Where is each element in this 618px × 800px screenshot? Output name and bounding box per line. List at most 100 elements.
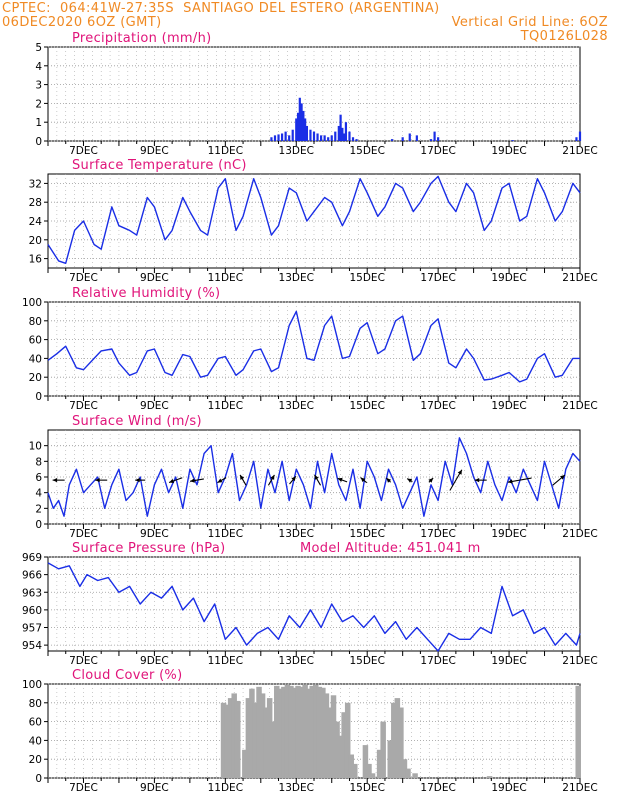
y-tick-label: 0 xyxy=(35,519,42,531)
cloud-cover-bar xyxy=(366,763,372,778)
cloud-cover-bar xyxy=(234,700,241,778)
precipitation-bar xyxy=(341,127,344,141)
y-tick-label: 954 xyxy=(22,640,42,652)
x-tick-label: 17DEC xyxy=(420,782,455,794)
chart-header: CPTEC: 064:41W-27:35S SANTIAGO DEL ESTER… xyxy=(0,0,618,48)
panel-title: Precipitation (mm/h) xyxy=(72,31,211,46)
cloud-cover-bar xyxy=(284,684,291,778)
cloud-cover-bar xyxy=(302,684,308,778)
x-tick-label: 15DEC xyxy=(349,272,384,284)
cloud-cover-bar xyxy=(256,686,262,778)
wind-arrow xyxy=(168,477,183,484)
wind-arrow xyxy=(95,478,108,483)
x-tick-label: 21DEC xyxy=(562,145,597,157)
y-tick-label: 4 xyxy=(35,61,42,73)
wind-arrow xyxy=(314,474,322,486)
cloud-cover-bar xyxy=(334,721,340,778)
x-tick-label: 19DEC xyxy=(491,528,526,540)
wind-arrow xyxy=(406,478,413,483)
cloud-cover-bar xyxy=(252,702,259,778)
precipitation-bar xyxy=(288,135,291,141)
x-tick-label: 9DEC xyxy=(140,782,169,794)
header-location: CPTEC: 064:41W-27:35S SANTIAGO DEL ESTER… xyxy=(2,1,440,16)
cloud-cover-bar xyxy=(281,686,287,778)
precipitation-bar xyxy=(304,118,307,141)
cloud-cover-bar xyxy=(348,754,354,778)
y-tick-label: 20 xyxy=(29,754,42,766)
header-grid-line: Vertical Grid Line: 6OZ xyxy=(451,15,608,30)
x-tick-label: 19DEC xyxy=(491,145,526,157)
y-tick-label: 4 xyxy=(35,488,42,500)
plot-frame xyxy=(47,429,581,525)
precipitation-bar xyxy=(351,137,355,141)
x-tick-label: 7DEC xyxy=(69,272,98,284)
plot-frame xyxy=(47,556,581,652)
y-tick-label: 0 xyxy=(35,773,42,785)
wind-arrow xyxy=(385,477,392,483)
precipitation-bar xyxy=(344,122,348,141)
y-tick-label: 60 xyxy=(29,717,42,729)
precipitation-bar xyxy=(433,131,436,141)
x-tick-label: 21DEC xyxy=(562,782,597,794)
x-tick-label: 13DEC xyxy=(279,272,314,284)
cloud-cover-bar xyxy=(387,740,394,778)
cloud-cover-bar xyxy=(309,685,315,778)
cloud-cover-bar xyxy=(259,693,266,778)
cloud-cover-bar xyxy=(380,721,386,778)
x-tick-label: 19DEC xyxy=(491,272,526,284)
precipitation-bar xyxy=(323,135,326,141)
cloud-cover-bar xyxy=(227,698,234,778)
x-tick-label: 17DEC xyxy=(420,145,455,157)
wind-arrow xyxy=(449,469,463,491)
panel-title: Cloud Cover (%) xyxy=(72,668,182,683)
y-tick-label: 24 xyxy=(29,216,43,228)
precipitation-bar xyxy=(277,134,280,141)
precipitation-bar xyxy=(270,137,273,141)
cloud-cover-bar xyxy=(245,698,252,778)
cloud-cover-bar xyxy=(313,684,319,778)
precipitation-bar xyxy=(330,135,333,141)
panel-humidity: Relative Humidity (%) 0 20 40 60 80 100 7DEC 9DE… xyxy=(22,286,598,412)
cloud-cover-bar xyxy=(277,688,284,778)
y-tick-label: 60 xyxy=(29,335,42,347)
panel-title: Surface Pressure (hPa) xyxy=(72,541,226,556)
x-tick-label: 15DEC xyxy=(349,400,384,412)
y-tick-label: 6 xyxy=(35,472,42,484)
panel-wind: Surface Wind (m/s) 0 2 4 6 8 10 7DEC 9DEC 11DEC 13… xyxy=(29,414,598,540)
cloud-cover-bar xyxy=(327,707,333,778)
x-tick-label: 19DEC xyxy=(491,400,526,412)
wind-arrow xyxy=(52,478,65,483)
x-tick-label: 17DEC xyxy=(420,655,455,667)
precipitation-bar xyxy=(284,131,287,141)
y-tick-label: 8 xyxy=(35,456,42,468)
cloud-cover-bar xyxy=(263,707,269,778)
x-tick-label: 15DEC xyxy=(349,782,384,794)
series-line-temperature xyxy=(47,175,581,264)
cloud-cover-bar xyxy=(369,773,376,778)
cloud-cover-bar xyxy=(412,773,418,778)
header-model-id: TQ0126L028 xyxy=(520,29,608,44)
precipitation-bar xyxy=(429,139,433,141)
y-tick-label: 2 xyxy=(35,503,42,515)
cloud-cover-bar xyxy=(486,776,493,778)
series-line-wind xyxy=(47,437,581,517)
x-tick-label: 13DEC xyxy=(279,655,314,667)
header-date: 06DEC2020 6OZ (GMT) xyxy=(2,15,162,30)
wind-arrow xyxy=(360,477,368,484)
precipitation-bar xyxy=(390,139,394,141)
y-tick-label: 0 xyxy=(35,136,42,148)
cloud-cover-bar xyxy=(376,749,383,778)
y-tick-label: 960 xyxy=(22,605,42,617)
wind-arrow xyxy=(217,477,227,484)
x-tick-label: 21DEC xyxy=(562,528,597,540)
y-tick-label: 20 xyxy=(29,235,42,247)
precipitation-bar xyxy=(339,114,342,141)
y-tick-label: 80 xyxy=(29,316,42,328)
cloud-cover-bar xyxy=(323,693,330,778)
plot-frame xyxy=(47,46,581,142)
precipitation-bar xyxy=(300,103,303,141)
x-tick-label: 17DEC xyxy=(420,272,455,284)
panel-cloud-cover: Cloud Cover (%) 0 20 40 60 80 100 7DEC 9DEC 11DEC… xyxy=(22,668,598,794)
cloud-cover-bar xyxy=(298,686,305,778)
x-tick-label: 11DEC xyxy=(208,782,243,794)
